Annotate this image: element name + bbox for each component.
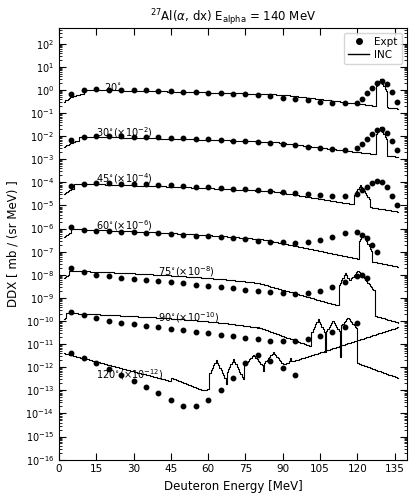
Legend: Expt, INC: Expt, INC xyxy=(343,33,401,64)
Title: $^{27}$Al($\alpha$, dx) E$_{\rm alpha}$ = 140 MeV: $^{27}$Al($\alpha$, dx) E$_{\rm alpha}$ … xyxy=(150,7,316,28)
Text: 45$^{\circ}$($\times$10$^{-4}$): 45$^{\circ}$($\times$10$^{-4}$) xyxy=(96,172,153,186)
X-axis label: Deuteron Energy [MeV]: Deuteron Energy [MeV] xyxy=(163,480,301,493)
Text: 90$^{\circ}$($\times$10$^{-10}$): 90$^{\circ}$($\times$10$^{-10}$) xyxy=(158,310,219,325)
Y-axis label: DDX [ mb / (sr MeV) ]: DDX [ mb / (sr MeV) ] xyxy=(7,180,20,307)
Text: 120$^{\circ}$($\times$10$^{-12}$): 120$^{\circ}$($\times$10$^{-12}$) xyxy=(96,367,163,382)
Text: 30$^{\circ}$($\times$10$^{-2}$): 30$^{\circ}$($\times$10$^{-2}$) xyxy=(96,126,153,140)
Text: 20$^{\circ}$: 20$^{\circ}$ xyxy=(103,80,121,92)
Text: 60$^{\circ}$($\times$10$^{-6}$): 60$^{\circ}$($\times$10$^{-6}$) xyxy=(96,218,153,232)
Text: 75$^{\circ}$($\times$10$^{-8}$): 75$^{\circ}$($\times$10$^{-8}$) xyxy=(158,264,215,279)
